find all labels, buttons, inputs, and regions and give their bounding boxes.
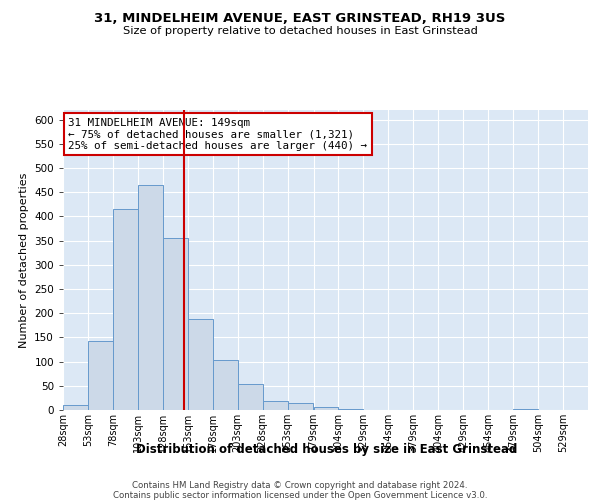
Y-axis label: Number of detached properties: Number of detached properties bbox=[19, 172, 29, 348]
Bar bbox=[338, 409, 364, 410]
Text: Size of property relative to detached houses in East Grinstead: Size of property relative to detached ho… bbox=[122, 26, 478, 36]
Bar bbox=[188, 319, 213, 410]
Bar bbox=[513, 408, 538, 410]
Bar bbox=[287, 403, 313, 410]
Bar bbox=[163, 238, 188, 410]
Text: 31, MINDELHEIM AVENUE, EAST GRINSTEAD, RH19 3US: 31, MINDELHEIM AVENUE, EAST GRINSTEAD, R… bbox=[94, 12, 506, 26]
Bar bbox=[314, 406, 338, 410]
Bar bbox=[113, 209, 138, 410]
Bar bbox=[63, 405, 88, 410]
Text: Contains HM Land Registry data © Crown copyright and database right 2024.: Contains HM Land Registry data © Crown c… bbox=[132, 481, 468, 490]
Bar bbox=[263, 401, 287, 410]
Bar bbox=[238, 384, 263, 410]
Text: Distribution of detached houses by size in East Grinstead: Distribution of detached houses by size … bbox=[136, 442, 518, 456]
Text: 31 MINDELHEIM AVENUE: 149sqm
← 75% of detached houses are smaller (1,321)
25% of: 31 MINDELHEIM AVENUE: 149sqm ← 75% of de… bbox=[68, 118, 367, 150]
Bar bbox=[88, 341, 113, 410]
Bar bbox=[138, 185, 163, 410]
Bar bbox=[213, 360, 238, 410]
Text: Contains public sector information licensed under the Open Government Licence v3: Contains public sector information licen… bbox=[113, 491, 487, 500]
